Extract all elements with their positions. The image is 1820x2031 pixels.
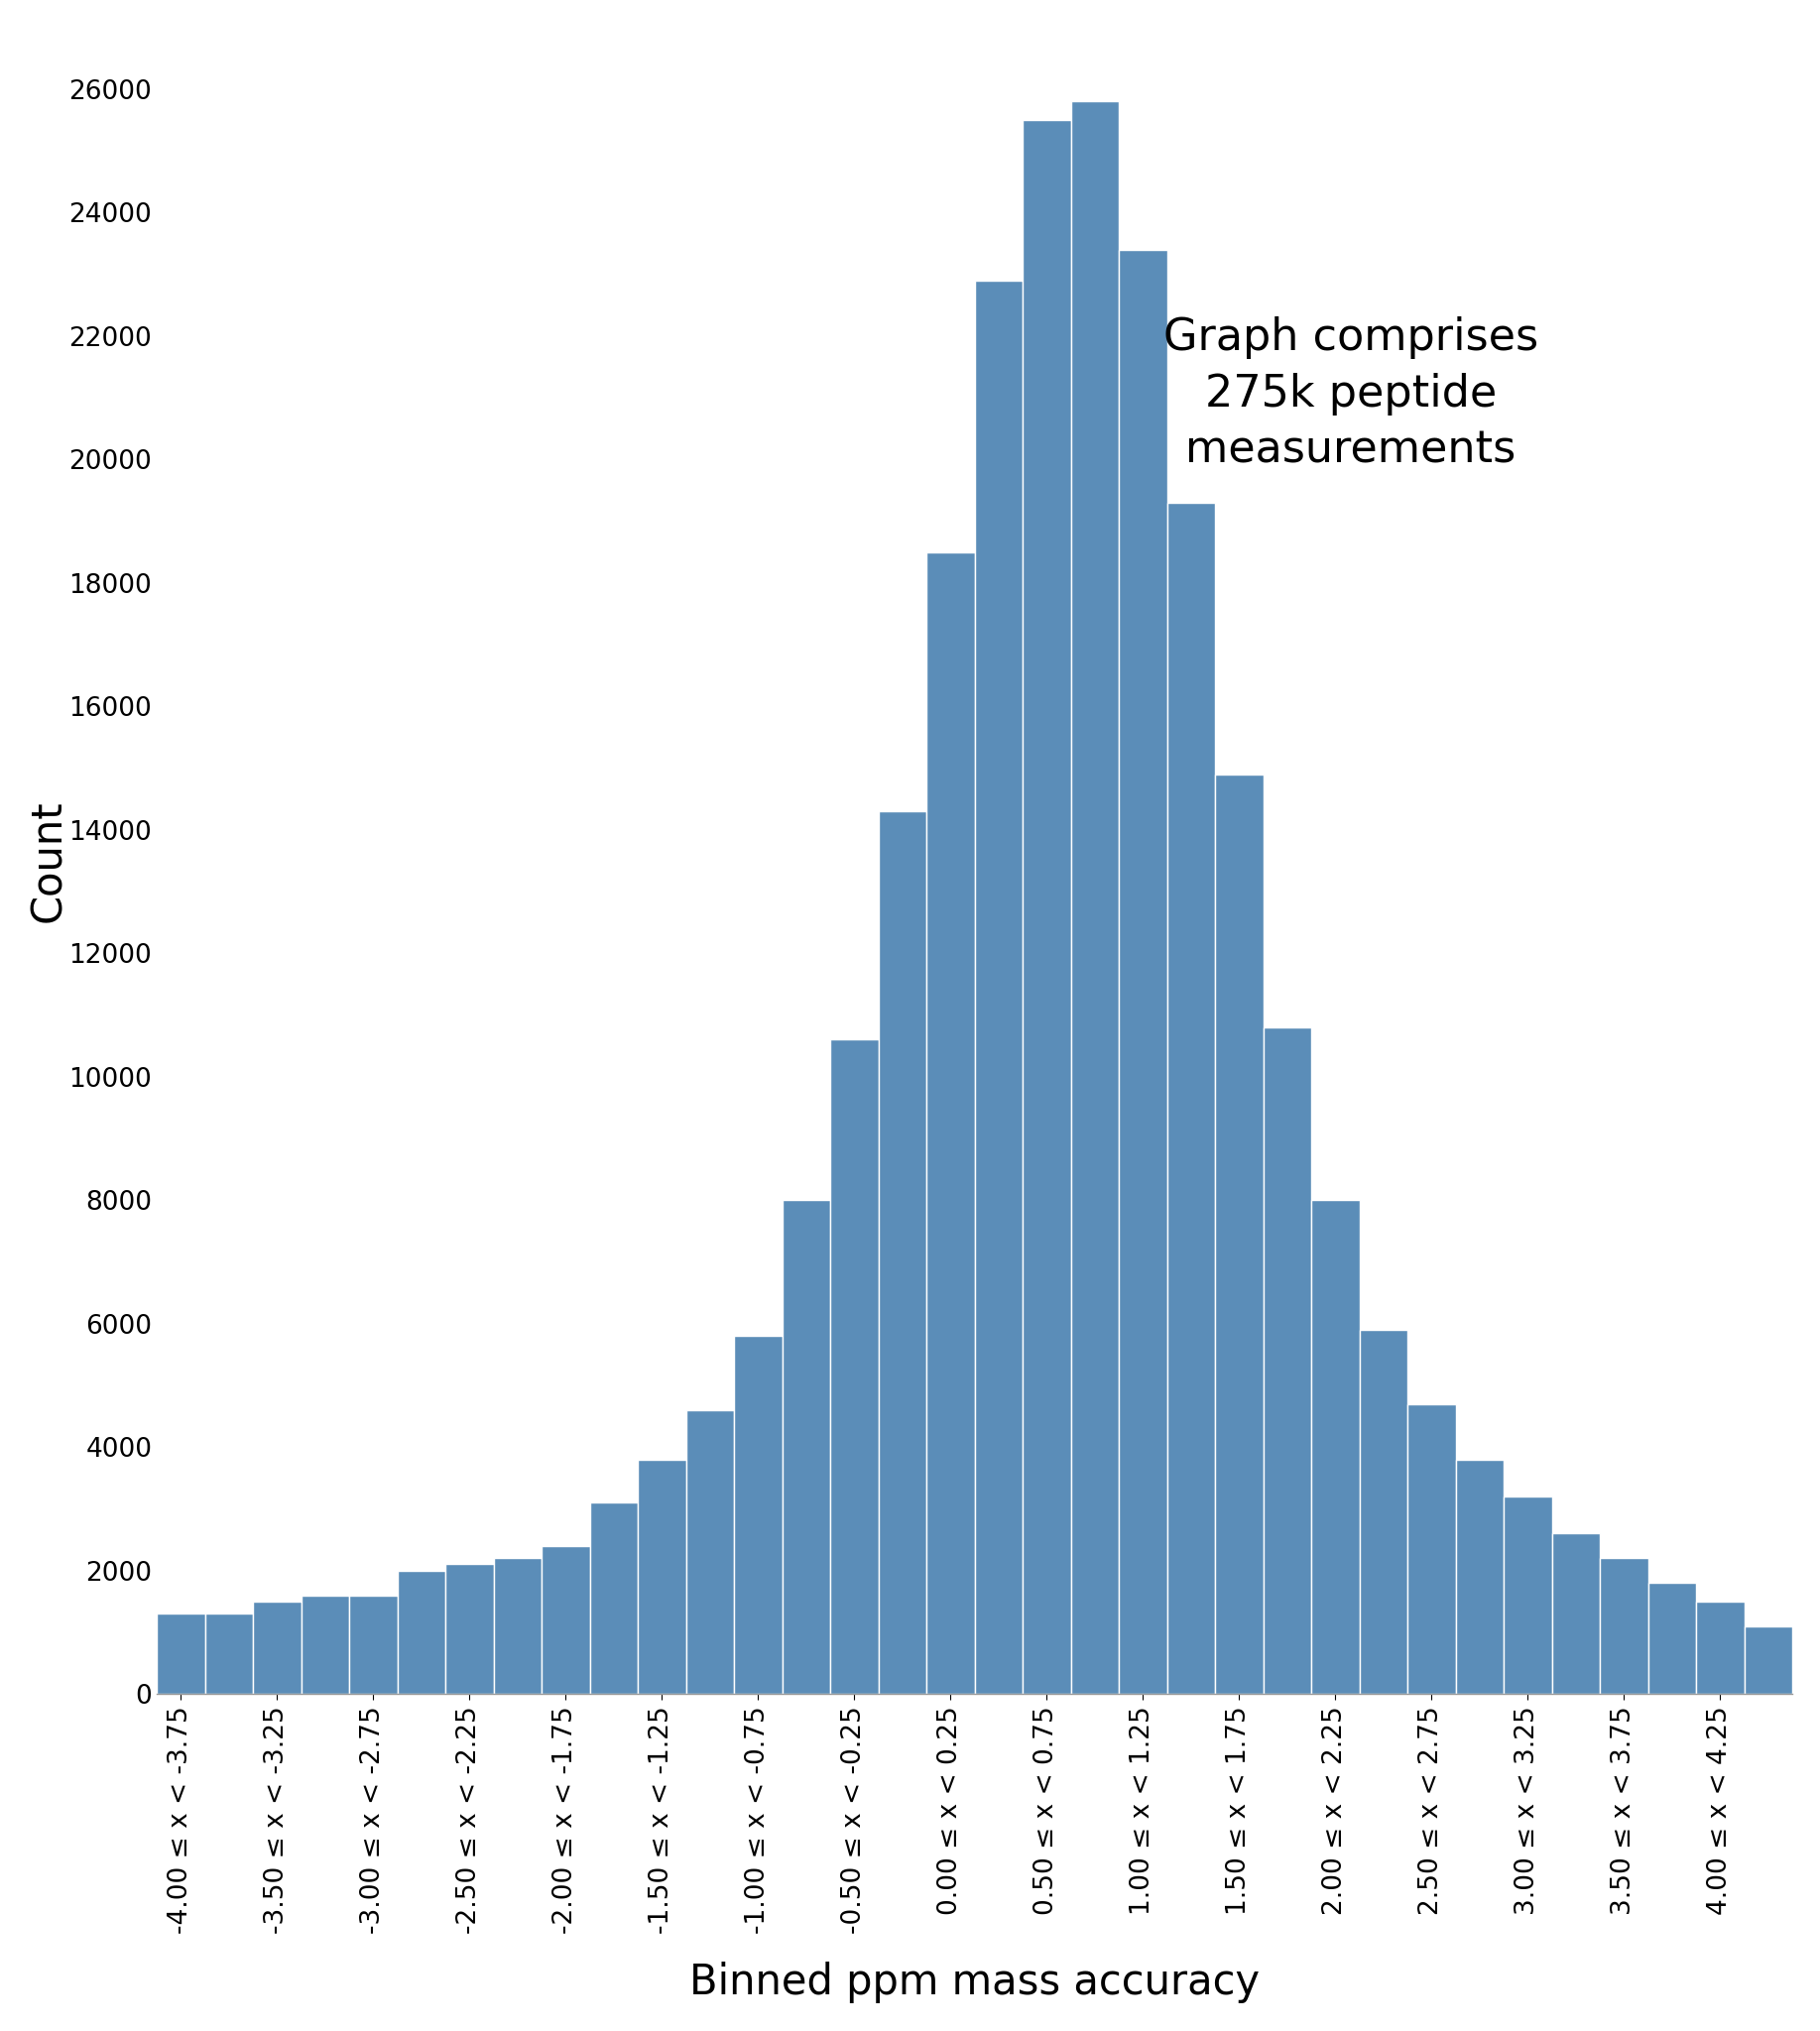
Bar <box>206 1615 253 1694</box>
Bar <box>493 1558 542 1694</box>
Text: Graph comprises
275k peptide
measurements: Graph comprises 275k peptide measurement… <box>1163 317 1538 471</box>
Bar <box>590 1503 639 1694</box>
Bar <box>1360 1330 1407 1694</box>
Bar <box>253 1600 302 1694</box>
Bar <box>639 1460 686 1694</box>
Bar <box>1744 1627 1793 1694</box>
Bar <box>1119 250 1167 1694</box>
Bar <box>976 280 1023 1694</box>
Bar <box>879 812 926 1694</box>
Bar <box>1696 1600 1744 1694</box>
Bar <box>1023 120 1070 1694</box>
X-axis label: Binned ppm mass accuracy: Binned ppm mass accuracy <box>690 1962 1259 2003</box>
Bar <box>349 1594 397 1694</box>
Bar <box>686 1410 733 1694</box>
Bar <box>1070 102 1119 1694</box>
Bar <box>1649 1582 1696 1694</box>
Bar <box>783 1200 830 1694</box>
Bar <box>1600 1558 1649 1694</box>
Bar <box>157 1615 206 1694</box>
Bar <box>733 1336 783 1694</box>
Bar <box>1216 774 1263 1694</box>
Bar <box>302 1594 349 1694</box>
Bar <box>446 1564 493 1694</box>
Bar <box>926 552 976 1694</box>
Bar <box>1407 1403 1456 1694</box>
Bar <box>1552 1533 1600 1694</box>
Bar <box>1167 504 1216 1694</box>
Bar <box>1456 1460 1503 1694</box>
Bar <box>1503 1497 1552 1694</box>
Bar <box>542 1546 590 1694</box>
Bar <box>1263 1028 1312 1694</box>
Y-axis label: Count: Count <box>27 800 69 922</box>
Bar <box>397 1570 446 1694</box>
Bar <box>1312 1200 1360 1694</box>
Bar <box>830 1040 879 1694</box>
